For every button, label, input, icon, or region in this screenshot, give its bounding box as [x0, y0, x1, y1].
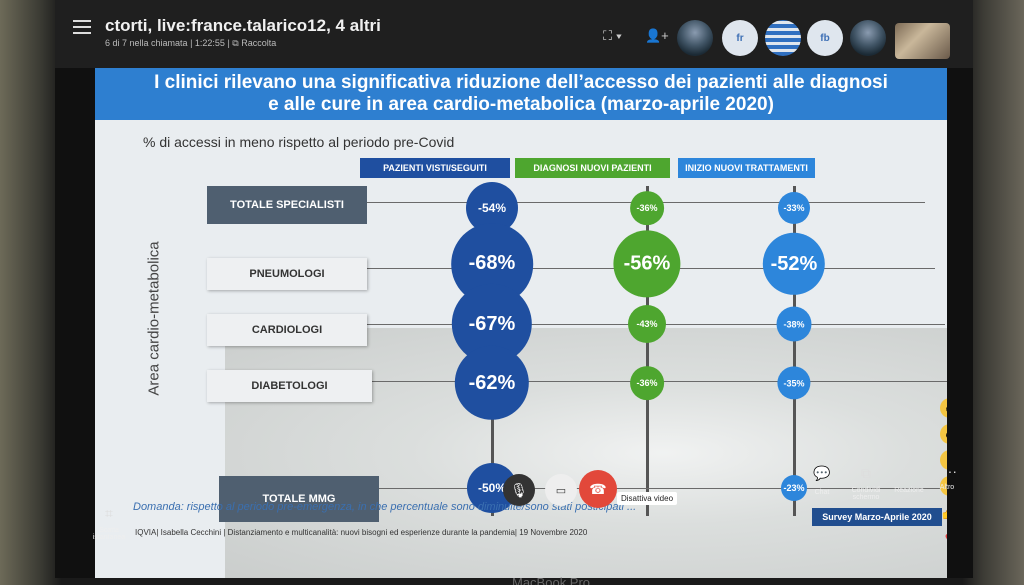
chat-label: Chat [814, 489, 830, 496]
bubble-2-0: -33% [778, 192, 810, 224]
col-header-diagnosi: DIAGNOSI NUOVI PAZIENTI [515, 158, 670, 178]
self-video-preview[interactable] [895, 23, 950, 59]
slide-footer: IQVIA| Isabella Cecchini | Distanziament… [135, 528, 588, 537]
laptop-brand: MacBook Pro [512, 575, 591, 585]
row-label-totale-specialisti: TOTALE SPECIALISTI [207, 186, 367, 224]
collection-icon: ⧉ [232, 38, 239, 48]
participant-avatar-1[interactable] [677, 20, 713, 56]
share-screen-icon: ⧉ [861, 464, 871, 481]
chat-button[interactable]: 💬 [813, 464, 831, 482]
shared-slide: I clinici rilevano una significativa rid… [95, 68, 947, 578]
participant-avatar-fr[interactable]: fr [722, 20, 758, 56]
reactions-panel: ☺ ☻ ○ ☺ 👍 ♥ [940, 398, 947, 554]
video-tooltip: Disattiva video [617, 492, 678, 505]
chat-icon: 💬 [813, 464, 831, 481]
bubble-1-0: -36% [630, 191, 664, 225]
snapshot-icon: ⌗ [105, 504, 113, 521]
call-duration: 1:22:55 [194, 38, 225, 48]
bubble-2-1: -52% [762, 232, 826, 296]
snapshot-button[interactable]: ⌗ [100, 504, 118, 522]
screen: ctorti, live:france.talarico12, 4 altri … [55, 0, 973, 578]
row-label-diabetologi: DIABETOLOGI [207, 370, 372, 402]
row-label-totale-mmg: TOTALE MMG [219, 476, 379, 522]
participant-avatar-5[interactable] [850, 20, 886, 56]
row-label-pneumologi: PNEUMOLOGI [207, 258, 367, 290]
col-header-trattamenti: INIZIO NUOVI TRATTAMENTI [678, 158, 815, 178]
reaction-label: Reazione [894, 487, 924, 494]
collection-label[interactable]: Raccolta [241, 38, 277, 48]
row-line-5 [365, 488, 947, 489]
more-icon: ··· [943, 463, 957, 479]
reaction-thumbs-up-icon[interactable]: 👍 [940, 502, 947, 522]
more-label: Altro [939, 484, 955, 491]
layout-icon[interactable]: ⛶ ▾ [603, 28, 623, 43]
col-header-pazienti: PAZIENTI VISTI/SEGUITI [360, 158, 510, 178]
phone-hangup-icon: ☎ [589, 480, 607, 497]
reaction-button[interactable]: ♡ [900, 464, 918, 482]
slide-title: I clinici rilevano una significativa rid… [95, 68, 947, 120]
reaction-surprised-icon[interactable]: ○ [940, 450, 947, 470]
y-axis-label: Area cardio-metabolica [145, 241, 163, 396]
video-toggle-button[interactable]: ▭ [545, 474, 577, 506]
heart-icon: ♡ [902, 464, 916, 481]
reaction-heart-icon[interactable]: ♥ [940, 528, 947, 548]
bubble-1-3: -36% [630, 366, 664, 400]
call-subtitle: 6 di 7 nella chiamata | 1:22:55 | ⧉ Racc… [105, 38, 277, 48]
bubble-2-4: -23% [781, 475, 807, 501]
more-button[interactable]: ··· [941, 462, 959, 480]
background-photo [225, 328, 947, 578]
add-participant-icon[interactable]: 👤+ [645, 28, 669, 43]
reaction-laugh-icon[interactable]: ☻ [940, 424, 947, 444]
share-screen-label: Condividi schermo [851, 487, 881, 501]
bubble-1-1: -56% [613, 230, 681, 298]
mic-off-icon: 🎙 [510, 481, 528, 498]
participant-avatar-fb[interactable]: fb [807, 20, 843, 56]
reaction-smile-icon[interactable]: ☺ [940, 398, 947, 418]
snapshot-label: Scatta istantanea [92, 527, 126, 541]
camera-icon: ▭ [555, 484, 567, 497]
reaction-grin-icon[interactable]: ☺ [940, 476, 947, 496]
bubble-2-2: -38% [776, 306, 812, 342]
col-line-3 [793, 186, 796, 516]
share-screen-button[interactable]: ⧉ [857, 464, 875, 482]
row-label-cardiologi: CARDIOLOGI [207, 314, 367, 346]
participant-avatar-3[interactable] [765, 20, 801, 56]
menu-icon[interactable] [73, 20, 91, 34]
col-line-2 [646, 186, 649, 516]
bubble-0-3: -62% [454, 345, 530, 421]
hang-up-button[interactable]: ☎ [579, 470, 617, 508]
call-title: ctorti, live:france.talarico12, 4 altri [105, 16, 381, 35]
bubble-1-2: -43% [628, 305, 666, 343]
call-header-bar: ctorti, live:france.talarico12, 4 altri … [55, 0, 973, 68]
participants-count: 6 di 7 nella chiamata [105, 38, 188, 48]
survey-badge: Survey Marzo-Aprile 2020 [812, 508, 942, 526]
bubble-2-3: -35% [777, 366, 811, 400]
mute-button[interactable]: 🎙 [503, 474, 535, 506]
slide-subtitle: % di accessi in meno rispetto al periodo… [143, 134, 455, 150]
